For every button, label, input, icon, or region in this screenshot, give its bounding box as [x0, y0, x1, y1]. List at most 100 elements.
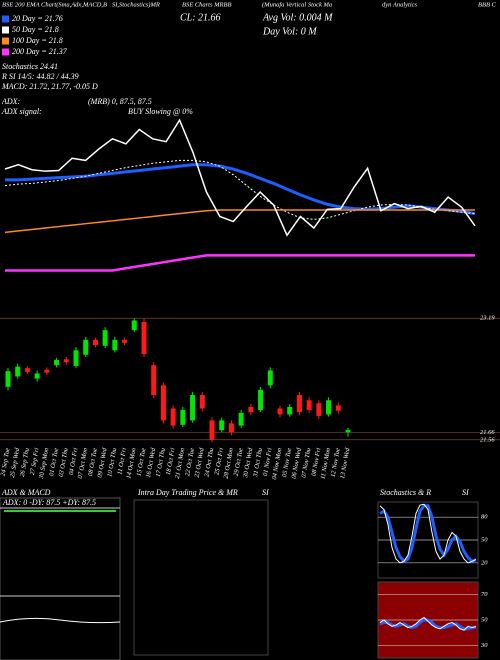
- x-tick-label: 11 Oct Fri: [116, 447, 128, 475]
- candle-body: [122, 339, 128, 343]
- macd-label: MACD: 21.72, 21.77, -0.05 D: [1, 82, 98, 91]
- candle-body: [131, 320, 137, 331]
- candle-body: [92, 339, 98, 346]
- candle-body: [73, 350, 79, 366]
- candle-body: [15, 366, 21, 377]
- x-tick-label: 27 Sep Fri: [29, 447, 41, 475]
- candle-body: [258, 389, 264, 410]
- intraday-panel: [133, 499, 269, 656]
- price-line: [4, 118, 476, 237]
- x-tick-label: 18 Oct Fri: [165, 447, 177, 475]
- x-tick-label: 08 Oct Tue: [87, 447, 99, 476]
- candle-body: [151, 365, 157, 396]
- series-line: [5, 254, 475, 272]
- legend-swatch: [2, 15, 9, 23]
- candle-body: [296, 395, 302, 413]
- series-line: [5, 163, 476, 216]
- header-right: (Munafa Vertical Stock Ma: [262, 1, 332, 8]
- candle-body: [238, 412, 244, 426]
- candle-body: [228, 423, 234, 433]
- y-tick-label: 21.56: [480, 436, 495, 443]
- x-tick-label: 15 Oct Tue: [136, 447, 148, 476]
- candle-body: [267, 370, 273, 386]
- candle-body: [102, 330, 108, 346]
- candle-body: [54, 359, 60, 366]
- series-line: [379, 616, 477, 631]
- x-tick-label: 01 Nov Fri: [262, 447, 274, 476]
- candle-body: [287, 406, 293, 415]
- y-tick-label: 80: [481, 514, 488, 521]
- candle-body: [83, 339, 89, 355]
- header-right: BBB C: [478, 1, 497, 8]
- candle-body: [326, 400, 332, 415]
- x-tick-label: 01 Oct Tue: [48, 447, 60, 476]
- candle-body: [63, 359, 69, 363]
- avg-vol: Avg Vol: 0.004 M: [262, 12, 333, 23]
- y-tick-label: 30: [480, 642, 488, 649]
- legend-label: 200 Day = 21.37: [12, 47, 68, 56]
- series-line: [379, 503, 477, 564]
- candle-body: [199, 395, 205, 409]
- series-line: [4, 209, 475, 234]
- x-tick-label: 25 Oct Fri: [213, 447, 225, 475]
- candle-body: [160, 385, 166, 421]
- adx-label: ADX:: [1, 97, 21, 106]
- intraday-title: Intra Day Trading Price & MR: [137, 488, 238, 497]
- stoch-label: Stochastics 24.41: [2, 62, 58, 71]
- legend-swatch: [2, 26, 9, 34]
- candle-body: [170, 408, 176, 426]
- candle-body: [248, 406, 254, 413]
- header-charts: BSE Charts MRBB: [182, 1, 231, 8]
- header-right: dyn Analytics: [382, 1, 418, 8]
- y-tick-label: 21.66: [480, 429, 495, 436]
- stoch-si: SI: [462, 488, 469, 497]
- x-tick-label: 22 Oct Tue: [184, 447, 196, 476]
- y-tick-label: 23.19: [480, 315, 495, 322]
- stoch-title: Stochastics & R: [380, 488, 431, 497]
- candle-body: [209, 420, 215, 440]
- adx-mrb: (MRB) 0, 87.5, 87.5: [88, 97, 152, 106]
- x-tick-label: 29 Oct Tue: [233, 447, 245, 476]
- day-vol: Day Vol: 0 M: [262, 26, 317, 37]
- legend-swatch: [2, 37, 9, 45]
- adx-values: ADX: 0 -DY: 87.5 +DY: 87.5: [2, 498, 96, 507]
- candle-body: [180, 409, 186, 425]
- adx-panel: [0, 497, 121, 660]
- y-tick-label: 70: [481, 591, 488, 598]
- candle-body: [345, 430, 351, 433]
- header-mid: SI,Stochastics)MR: [112, 1, 160, 8]
- legend-label: 100 Day = 21.8: [12, 36, 63, 45]
- legend-label: 50 Day = 21.8: [12, 25, 59, 34]
- candle-body: [112, 339, 118, 351]
- candle-body: [141, 321, 147, 355]
- intraday-si: SI: [262, 488, 269, 497]
- candle-body: [335, 405, 341, 411]
- candle-body: [44, 369, 50, 373]
- y-tick-label: 50: [481, 616, 488, 623]
- candle-body: [306, 400, 312, 410]
- candle-body: [316, 403, 322, 416]
- y-tick-label: 50: [481, 536, 488, 543]
- candle-body: [277, 408, 283, 415]
- adx-title: ADX & MACD: [1, 488, 51, 497]
- x-tick-label: 08 Nov Fri: [310, 447, 322, 476]
- macd-line: [0, 617, 121, 624]
- header-left: BSE 200 EMA Chart(Sma,Adx,MACD,B: [2, 1, 107, 8]
- legend-label: 20 Day = 21.76: [12, 14, 63, 23]
- series-line: [379, 504, 477, 564]
- signal: BUY Slowing @ 0%: [128, 107, 193, 116]
- candle-body: [34, 373, 40, 379]
- legend-swatch: [2, 48, 9, 56]
- candle-body: [219, 420, 225, 431]
- y-tick-label: 20: [481, 559, 488, 566]
- close-label: CL: 21.66: [180, 12, 221, 23]
- candle-body: [24, 368, 30, 372]
- x-tick-label: 04 Oct Fri: [68, 447, 80, 475]
- x-tick-label: 24 Sep Tue: [0, 447, 11, 476]
- rsi-label: R SI 14/5: 44.82 / 44.39: [1, 72, 79, 81]
- candle-body: [190, 395, 196, 421]
- candle-body: [5, 371, 11, 387]
- series-line: [379, 618, 477, 631]
- adx-signal: ADX signal:: [1, 107, 42, 116]
